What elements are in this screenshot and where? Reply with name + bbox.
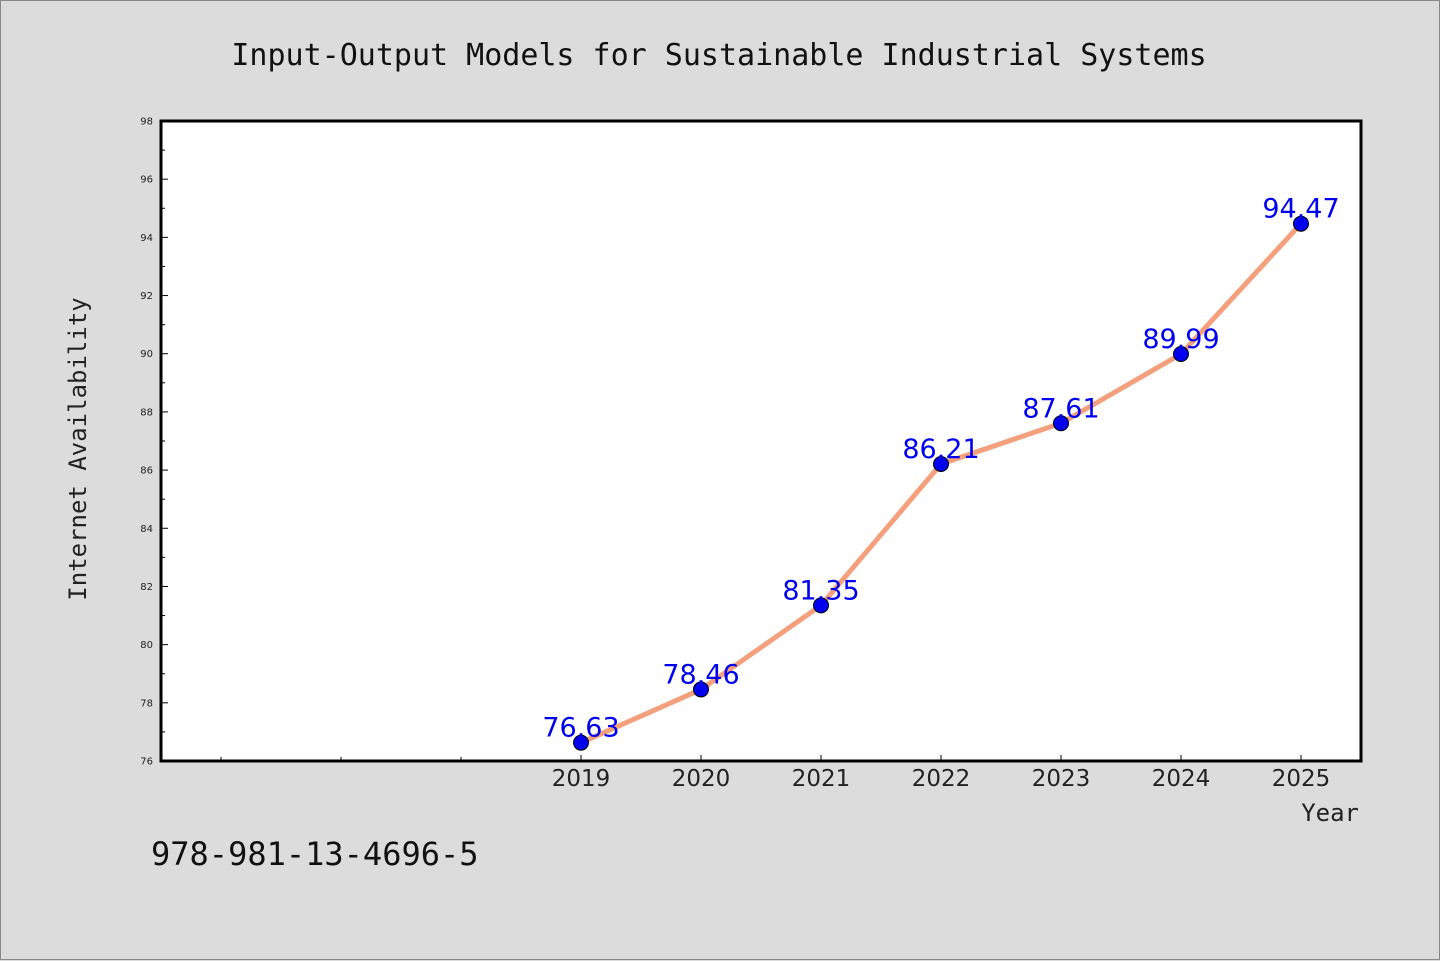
data-point — [693, 681, 709, 698]
y-axis-label: Internet Availability — [64, 297, 92, 600]
y-tick-label: 86 — [140, 466, 153, 477]
y-tick-label: 84 — [140, 524, 153, 535]
y-tick-label: 76 — [140, 757, 153, 768]
x-tick-label: 2020 — [672, 766, 731, 792]
data-point — [1293, 215, 1309, 232]
x-tick-label: 2025 — [1272, 766, 1331, 792]
data-point — [813, 597, 829, 614]
data-label: 94.47 — [1262, 194, 1339, 225]
x-tick-label: 2019 — [552, 766, 611, 792]
y-tick-label: 96 — [140, 175, 153, 186]
chart-title: Input-Output Models for Sustainable Indu… — [231, 38, 1206, 73]
y-axis: 76 78 80 82 84 86 88 90 92 94 96 98 — [140, 117, 168, 768]
y-tick-label: 78 — [140, 698, 153, 709]
y-tick-label: 92 — [140, 291, 153, 302]
data-label: 81.35 — [782, 575, 859, 606]
y-tick-label: 90 — [140, 349, 153, 360]
x-tick-label: 2021 — [792, 766, 851, 792]
data-point — [933, 455, 949, 472]
data-point — [573, 734, 589, 751]
data-points — [573, 215, 1309, 751]
x-axis: 2019 2020 2021 2022 2023 2024 2025 — [220, 755, 1331, 792]
x-axis-label: Year — [1301, 799, 1359, 827]
data-label: 78.46 — [662, 659, 739, 690]
data-label: 86.21 — [902, 434, 979, 465]
y-tick-label: 98 — [140, 117, 153, 128]
x-tick-label: 2024 — [1152, 766, 1211, 792]
data-point — [1053, 415, 1069, 432]
data-point — [1173, 346, 1189, 363]
data-labels: 76.63 78.46 81.35 86.21 87.61 89.99 94.47 — [542, 194, 1339, 744]
data-label: 89.99 — [1142, 324, 1219, 355]
x-tick-label: 2023 — [1032, 766, 1091, 792]
plot-area — [159, 119, 1363, 763]
y-tick-label: 88 — [140, 407, 153, 418]
y-tick-label: 80 — [140, 640, 153, 651]
isbn-text: 978-981-13-4696-5 — [151, 835, 479, 873]
y-tick-label: 94 — [140, 233, 153, 244]
data-label: 76.63 — [542, 713, 619, 744]
y-tick-label: 82 — [140, 582, 153, 593]
x-tick-label: 2022 — [912, 766, 971, 792]
data-label: 87.61 — [1022, 393, 1099, 424]
